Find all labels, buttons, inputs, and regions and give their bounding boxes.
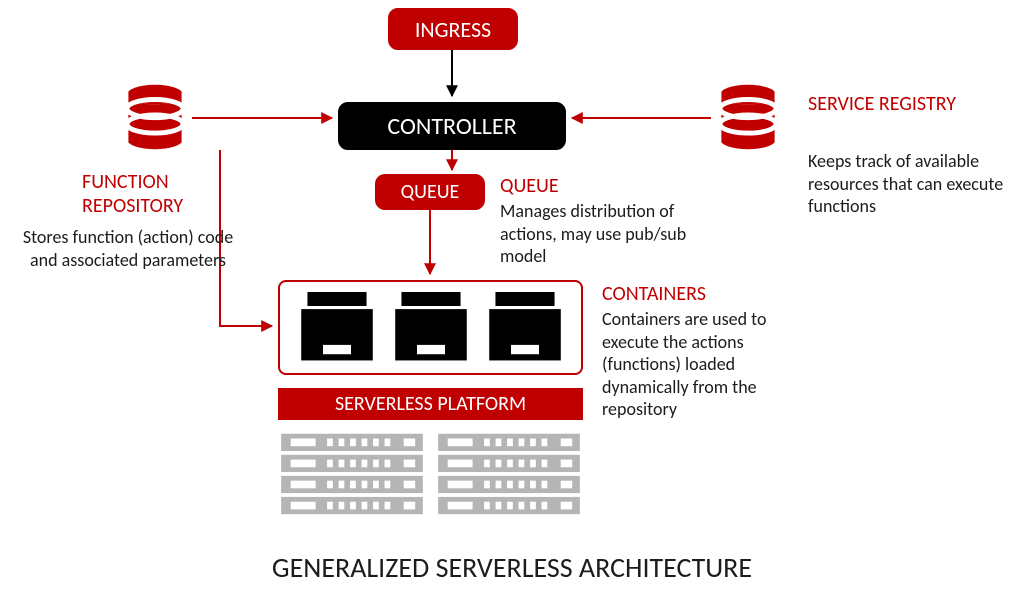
queue-desc: Manages distribution of actions, may use… bbox=[500, 200, 715, 268]
ingress-node: INGRESS bbox=[388, 8, 518, 50]
function-repository-desc: Stores function (action) code and associ… bbox=[18, 226, 238, 271]
container-icon bbox=[298, 292, 376, 362]
controller-node: CONTROLLER bbox=[338, 102, 566, 150]
serverless-platform-label: SERVERLESS PLATFORM bbox=[335, 392, 526, 416]
containers-title: CONTAINERS bbox=[602, 282, 772, 306]
container-icon bbox=[486, 292, 564, 362]
service-registry-title: SERVICE REGISTRY bbox=[808, 92, 978, 116]
ingress-label: INGRESS bbox=[415, 16, 491, 43]
function-repository-icon bbox=[120, 82, 190, 152]
diagram-title: GENERALIZED SERVERLESS ARCHITECTURE bbox=[183, 550, 841, 585]
queue-title: QUEUE bbox=[500, 174, 670, 198]
queue-label: QUEUE bbox=[401, 180, 460, 204]
function-repository-title: FUNCTION REPOSITORY bbox=[82, 170, 252, 218]
server-rack-icon bbox=[278, 428, 426, 518]
queue-node: QUEUE bbox=[375, 174, 485, 210]
service-registry-icon bbox=[713, 82, 783, 152]
containers-desc: Containers are used to execute the actio… bbox=[602, 308, 812, 421]
server-rack-icon bbox=[435, 428, 583, 518]
controller-label: CONTROLLER bbox=[387, 112, 516, 141]
container-icon bbox=[392, 292, 470, 362]
serverless-platform-bar: SERVERLESS PLATFORM bbox=[278, 388, 583, 420]
service-registry-desc: Keeps track of available resources that … bbox=[808, 150, 1018, 218]
